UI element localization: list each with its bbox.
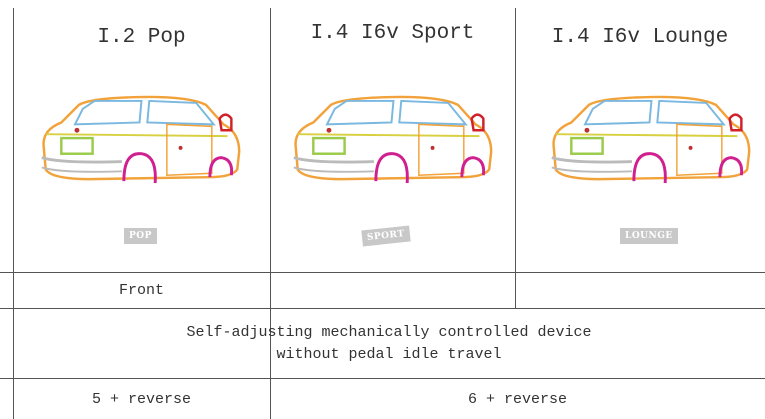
cell: Front xyxy=(118,282,164,299)
border xyxy=(0,272,765,273)
model-name: I.4 I6v Lounge xyxy=(551,26,729,49)
model-name: I.4 I6v Sport xyxy=(310,22,475,45)
model-name: I.2 Pop xyxy=(97,26,186,49)
cell: Self-adjusting mechanically controlled d… xyxy=(13,309,765,378)
car-image xyxy=(542,92,757,192)
trim-badge: SPORT xyxy=(361,225,411,247)
border xyxy=(13,8,14,419)
cell: 6 + reverse xyxy=(467,390,568,408)
cell-text: Self-adjusting mechanically controlled d… xyxy=(186,323,592,363)
border xyxy=(0,378,765,379)
border xyxy=(515,8,516,308)
cell: 5 + reverse xyxy=(91,390,192,408)
car-image xyxy=(32,92,247,192)
trim-badge: LOUNGE xyxy=(620,228,678,244)
trim-badge: POP xyxy=(124,228,157,244)
border xyxy=(0,308,765,309)
car-image xyxy=(284,92,499,192)
border xyxy=(270,8,271,419)
